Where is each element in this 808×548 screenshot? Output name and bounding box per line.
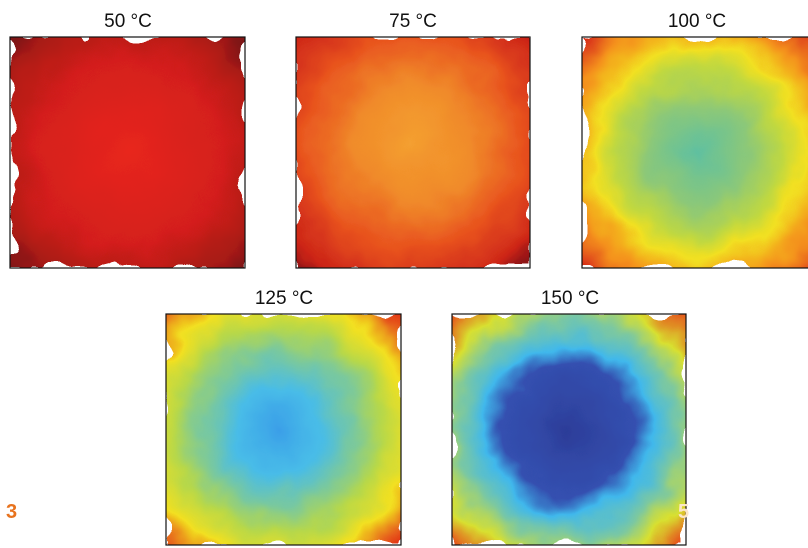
panel: 125 °C bbox=[166, 288, 401, 545]
figure: 50 °C 75 °C 100 °C 125 °C 150 °C 3 5 bbox=[0, 0, 808, 548]
panel: 50 °C bbox=[10, 11, 245, 268]
panel-title: 150 °C bbox=[541, 288, 599, 309]
panel-title: 75 °C bbox=[389, 11, 437, 32]
heatmap bbox=[582, 37, 808, 268]
heatmap bbox=[10, 37, 245, 268]
panel: 75 °C bbox=[296, 11, 530, 268]
panel-title: 50 °C bbox=[104, 11, 152, 32]
panel: 150 °C bbox=[452, 288, 686, 545]
heatmap bbox=[166, 314, 401, 545]
heatmap bbox=[452, 314, 686, 545]
panel-title: 125 °C bbox=[255, 288, 313, 309]
panel: 100 °C bbox=[582, 11, 808, 268]
page-number: 5 bbox=[678, 501, 689, 523]
heatmap bbox=[296, 37, 530, 268]
page-number: 3 bbox=[6, 501, 17, 523]
panel-title: 100 °C bbox=[668, 11, 726, 32]
